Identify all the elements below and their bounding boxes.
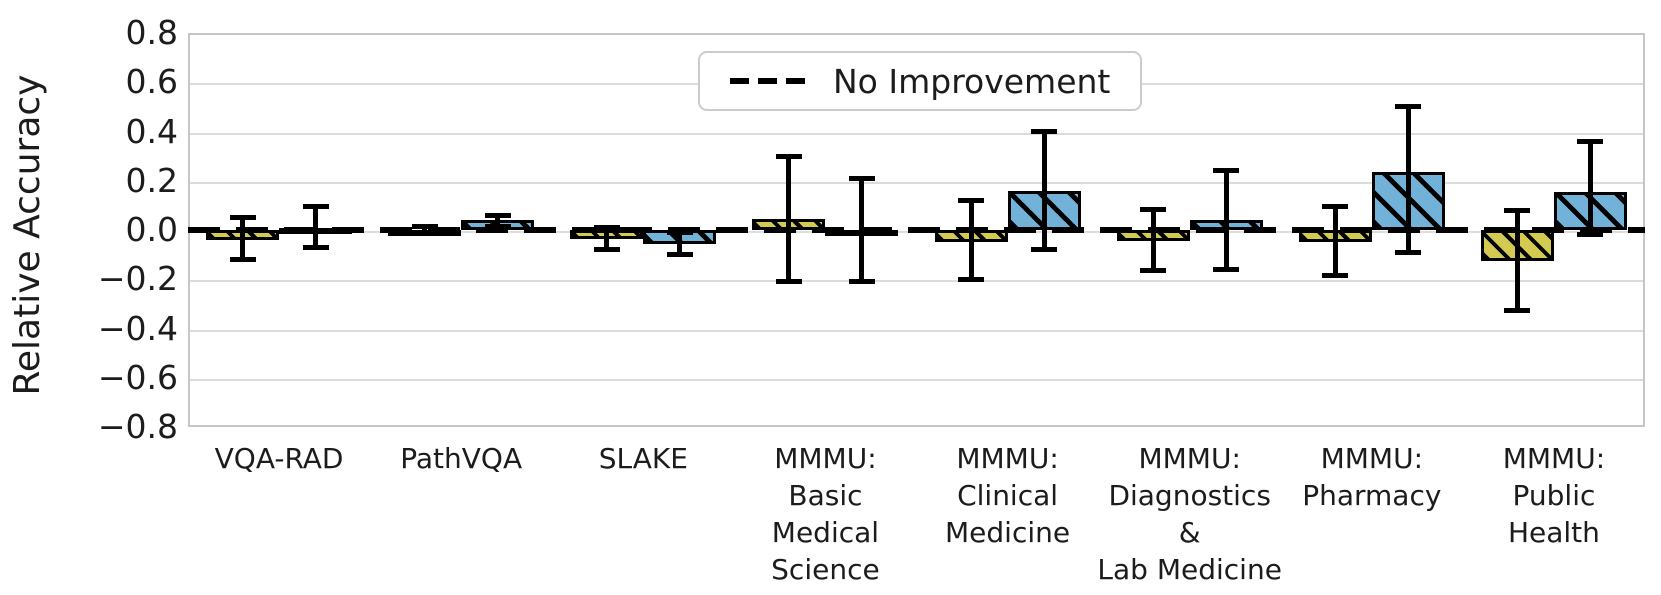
- gridline: [190, 181, 1643, 184]
- error-bar: [859, 178, 865, 282]
- error-bar: [1514, 210, 1520, 311]
- x-category-label: MMMU: Clinical Medicine: [945, 442, 1071, 549]
- y-tick-label: 0.0: [125, 210, 178, 249]
- error-bar-cap: [1504, 307, 1531, 313]
- error-bar-cap: [1140, 206, 1167, 212]
- y-axis-label: Relative Accuracy: [7, 74, 48, 396]
- y-tick-label: −0.8: [97, 407, 178, 446]
- error-bar: [677, 232, 683, 255]
- x-category-label: VQA-RAD: [214, 442, 344, 475]
- error-bar: [786, 156, 792, 282]
- x-category-label: SLAKE: [598, 442, 688, 475]
- error-bar-cap: [484, 223, 511, 229]
- error-bar-cap: [302, 204, 329, 210]
- error-bar: [1223, 170, 1229, 270]
- y-tick-label: −0.6: [97, 357, 178, 397]
- error-bar: [1041, 131, 1047, 250]
- error-bar: [968, 200, 974, 280]
- legend: No Improvement: [698, 51, 1143, 111]
- error-bar-cap: [229, 257, 256, 263]
- error-bar-cap: [1031, 247, 1058, 253]
- error-bar-cap: [484, 212, 511, 218]
- x-category-label: PathVQA: [400, 442, 523, 475]
- error-bar: [495, 215, 501, 227]
- y-tick-label: 0.2: [125, 160, 178, 200]
- x-category-label: MMMU: Pharmacy: [1302, 442, 1442, 512]
- x-category-label: MMMU: Public Health: [1502, 442, 1606, 549]
- error-bar-cap: [302, 244, 329, 250]
- y-tick-label: 0.6: [125, 62, 178, 102]
- error-bar-cap: [1322, 204, 1349, 210]
- error-bar-cap: [848, 279, 875, 285]
- error-bar-cap: [411, 223, 438, 229]
- x-category-label: MMMU: Diagnostics & Lab Medicine: [1097, 442, 1282, 586]
- y-tick-label: 0.4: [125, 111, 178, 151]
- legend-label: No Improvement: [833, 61, 1111, 101]
- error-bar-cap: [775, 153, 802, 159]
- error-bar: [1150, 209, 1156, 271]
- error-bar-cap: [1395, 104, 1422, 110]
- error-bar-cap: [1140, 268, 1167, 274]
- error-bar-cap: [229, 215, 256, 221]
- error-bar: [240, 217, 246, 260]
- error-bar-cap: [1577, 138, 1604, 144]
- error-bar: [1587, 141, 1593, 235]
- error-bar-cap: [1213, 168, 1240, 174]
- error-bar-cap: [411, 231, 438, 237]
- error-bar-cap: [1504, 207, 1531, 213]
- gridline: [190, 132, 1643, 135]
- error-bar-cap: [958, 197, 985, 203]
- error-bar-cap: [593, 247, 620, 253]
- y-tick-label: −0.4: [97, 308, 178, 348]
- error-bar-cap: [1213, 266, 1240, 272]
- error-bar: [604, 227, 610, 250]
- error-bar-cap: [848, 175, 875, 181]
- gridline: [190, 378, 1643, 381]
- error-bar: [313, 206, 319, 248]
- error-bar: [1405, 106, 1411, 253]
- no-improvement-dashed-line-icon: [730, 78, 805, 84]
- error-bar: [1332, 206, 1338, 276]
- error-bar-cap: [1577, 232, 1604, 238]
- gridline: [190, 329, 1643, 332]
- error-bar-cap: [1322, 273, 1349, 279]
- error-bar-cap: [1395, 249, 1422, 255]
- error-bar-cap: [666, 252, 693, 258]
- error-bar-cap: [1031, 129, 1058, 134]
- error-bar-cap: [958, 276, 985, 282]
- gridline: [190, 280, 1643, 283]
- no-improvement-zero-line: [188, 227, 1645, 233]
- y-tick-label: −0.2: [97, 259, 178, 299]
- error-bar-cap: [593, 225, 620, 231]
- y-tick-label: 0.8: [125, 13, 178, 52]
- error-bar-cap: [775, 279, 802, 285]
- error-bar-cap: [666, 229, 693, 235]
- x-category-label: MMMU: Basic Medical Science: [771, 442, 880, 586]
- error-bar: [422, 226, 428, 234]
